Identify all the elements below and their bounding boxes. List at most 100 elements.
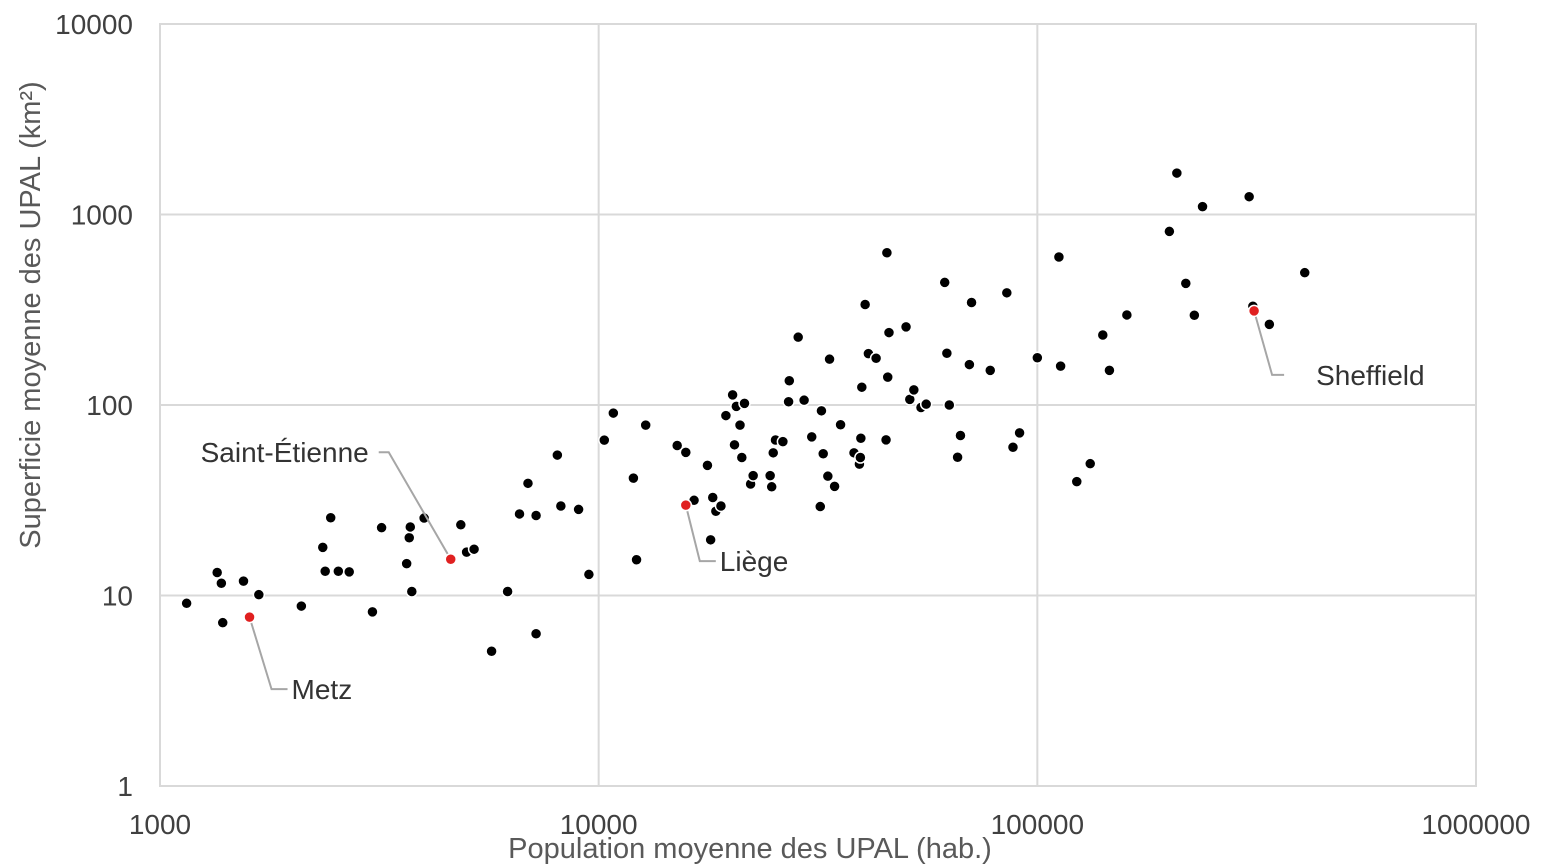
data-point [823, 352, 836, 366]
data-point [746, 469, 760, 482]
data-point [797, 393, 811, 407]
y-tick-label: 10000 [55, 9, 133, 40]
data-point [1170, 166, 1184, 180]
highlighted-point [1247, 304, 1261, 318]
data-point [881, 370, 894, 384]
data-point [679, 446, 693, 459]
data-point [738, 397, 751, 410]
data-point [728, 438, 741, 452]
data-point [776, 435, 790, 448]
data-point [854, 451, 867, 464]
data-point [572, 503, 585, 516]
data-point [940, 346, 954, 360]
y-axis-title: Superficie moyenne des UPAL (km²) [15, 81, 47, 548]
data-point [701, 459, 714, 472]
data-point [1070, 475, 1084, 488]
data-point [180, 597, 193, 610]
data-point [816, 447, 830, 460]
data-point [858, 298, 872, 311]
annotations: Metz Saint-Étienne Liège Sheffield [201, 304, 1425, 705]
data-point [954, 429, 967, 442]
point-annotation: Liège [720, 546, 789, 577]
data-point [215, 576, 228, 590]
data-point [1031, 351, 1044, 365]
data-point [1242, 190, 1256, 203]
data-point [210, 566, 224, 579]
data-point [965, 296, 978, 309]
leader-line [684, 504, 716, 563]
data-point [554, 499, 568, 513]
data-point [828, 480, 841, 493]
data-point [405, 585, 419, 598]
data-point [719, 409, 733, 422]
data-point [521, 477, 535, 490]
data-point [513, 507, 526, 521]
data-point [763, 469, 777, 482]
plot-frame [159, 23, 1477, 787]
data-point [943, 398, 956, 412]
x-axis-title: Population moyenne des UPAL (hab.) [508, 833, 992, 864]
data-point [1103, 364, 1116, 377]
data-point [295, 599, 308, 613]
data-point [598, 433, 611, 447]
data-point [670, 439, 684, 452]
data-point [834, 418, 847, 431]
data-point [879, 433, 893, 447]
data-point [1000, 286, 1014, 300]
data-point [375, 521, 388, 534]
data-point [318, 565, 332, 578]
point-annotation: Sheffield [1316, 360, 1424, 391]
data-point [1163, 225, 1176, 238]
data-point [639, 418, 652, 432]
point-annotation: Metz [292, 674, 353, 705]
data-point [882, 326, 896, 339]
data-point [529, 509, 543, 522]
data-point [1052, 250, 1066, 264]
data-point [454, 518, 468, 532]
data-point [400, 557, 413, 570]
data-point [765, 480, 778, 494]
data-point [704, 533, 717, 547]
leader-line [378, 451, 452, 560]
data-point [706, 491, 720, 504]
x-tick-label: 10000 [560, 809, 638, 840]
data-point [627, 471, 640, 485]
data-point [735, 451, 749, 464]
data-point [1083, 457, 1097, 470]
data-point [485, 644, 498, 658]
data-point [404, 520, 417, 534]
data-point [237, 574, 250, 588]
data-point [332, 565, 345, 578]
data-point [1120, 308, 1134, 322]
data-point [714, 499, 728, 513]
data-point [880, 246, 894, 259]
data-point [821, 469, 835, 483]
y-tick-label: 10 [102, 581, 133, 612]
data-point [551, 448, 564, 462]
data-point [630, 553, 643, 567]
data-point [783, 374, 796, 388]
data-point [366, 605, 379, 619]
data-point [854, 432, 868, 445]
data-point [869, 351, 883, 365]
x-tick-label: 1000000 [1421, 809, 1530, 840]
data-point [766, 446, 780, 460]
data-point [726, 388, 739, 402]
data-point [733, 418, 747, 432]
data-point [501, 585, 514, 598]
data-point [1298, 266, 1311, 279]
data-point [983, 364, 997, 377]
data-point [1054, 359, 1067, 373]
y-tick-label: 100 [86, 390, 133, 421]
data-point [216, 616, 229, 629]
data-points [180, 166, 1311, 658]
plot-area-border [159, 23, 1477, 787]
x-tick-label: 100000 [991, 809, 1084, 840]
data-point [951, 450, 964, 464]
data-point [963, 358, 976, 371]
data-point [815, 404, 828, 418]
data-point [403, 531, 416, 544]
highlighted-point [679, 498, 693, 512]
point-annotation: Saint-Étienne [201, 437, 369, 468]
y-tick-label: 1 [117, 771, 133, 802]
